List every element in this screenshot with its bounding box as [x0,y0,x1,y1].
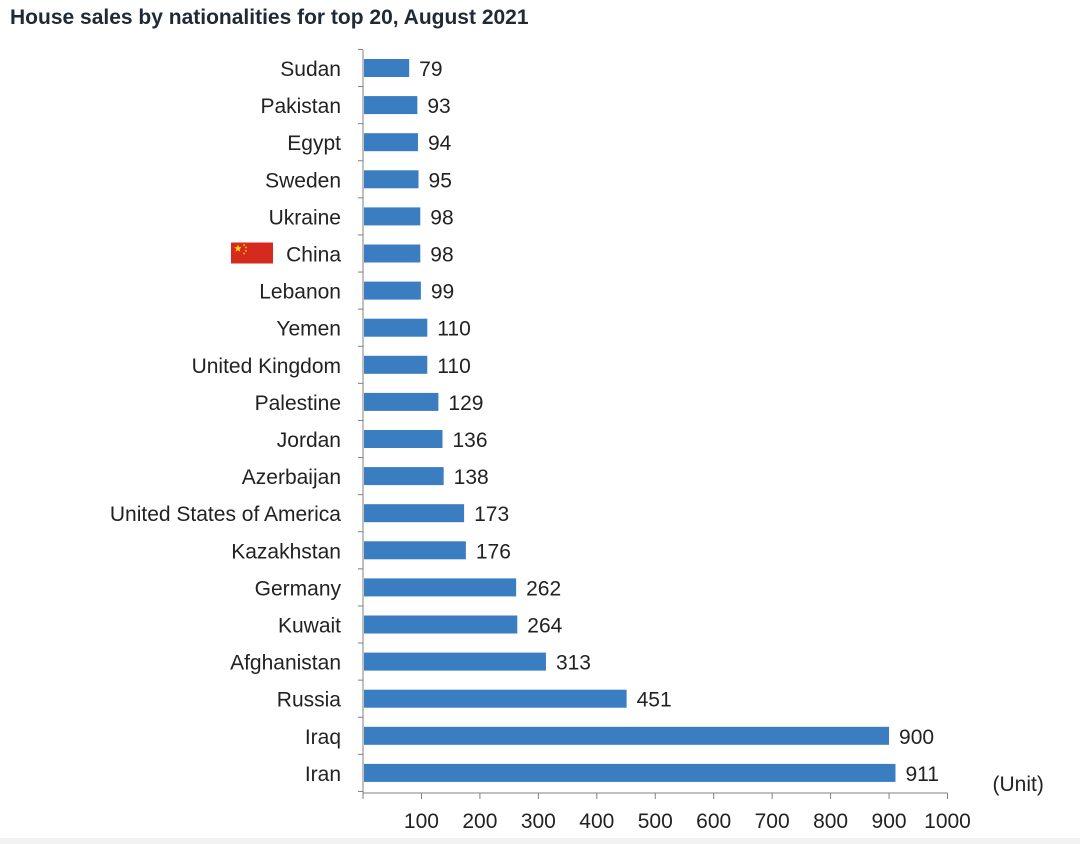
value-label-kuwait: 264 [527,615,562,638]
bar-egypt [364,133,418,152]
bar-iran [364,763,896,782]
x-tick-label-300: 300 [521,810,556,833]
category-label-iran: Iran [305,763,341,786]
value-label-germany: 262 [526,577,561,600]
labels-layer: Sudan 79 Pakistan 93 Egypt 94 Sweden 95 Ukraine 9… [110,58,939,786]
bars-layer [364,59,896,782]
category-label-palestine: Palestine [255,392,341,415]
bar-china [364,244,421,263]
bar-sudan [364,59,410,77]
category-label-united-kingdom: United Kingdom [192,355,341,378]
bar-united-states-of-america [364,504,465,523]
value-label-china: 98 [430,244,453,267]
unit-label: (Unit) [993,773,1044,796]
value-label-kazakhstan: 176 [476,540,511,563]
bar-ukraine [364,207,421,226]
bar-iraq [364,726,890,745]
bar-kuwait [364,615,518,634]
value-label-russia: 451 [637,689,672,712]
value-label-united-kingdom: 110 [437,355,470,378]
category-label-sweden: Sweden [265,169,341,192]
bar-palestine [364,392,439,411]
category-label-iraq: Iraq [305,726,341,749]
x-tick-label-800: 800 [813,810,848,833]
category-label-egypt: Egypt [287,132,341,155]
bar-russia [364,689,627,708]
value-label-sweden: 95 [429,169,452,192]
bar-yemen [364,318,428,337]
x-tick-label-100: 100 [404,810,439,833]
bar-afghanistan [364,652,546,671]
value-label-jordan: 136 [452,429,487,452]
category-label-russia: Russia [277,689,342,712]
value-label-pakistan: 93 [427,95,450,118]
bottom-strip [0,838,1080,844]
value-label-palestine: 129 [448,392,483,415]
category-label-pakistan: Pakistan [260,95,341,118]
bar-lebanon [364,281,421,300]
x-tick-label-600: 600 [696,810,731,833]
category-label-afghanistan: Afghanistan [230,652,341,675]
x-tick-label-200: 200 [462,810,497,833]
x-tick-label-500: 500 [638,810,673,833]
value-label-azerbaijan: 138 [454,466,489,489]
value-label-yemen: 110 [437,318,470,341]
category-label-ukraine: Ukraine [269,206,341,229]
bar-jordan [364,430,443,448]
category-label-azerbaijan: Azerbaijan [242,466,341,489]
bar-azerbaijan [364,467,444,486]
x-tick-label-400: 400 [579,810,614,833]
category-label-germany: Germany [255,577,342,600]
category-label-lebanon: Lebanon [259,281,341,304]
value-label-ukraine: 98 [430,206,453,229]
category-label-kazakhstan: Kazakhstan [231,540,341,563]
category-label-yemen: Yemen [276,318,341,341]
value-label-iraq: 900 [899,726,934,749]
category-label-sudan: Sudan [280,58,341,81]
value-label-united-states-of-america: 173 [474,503,509,526]
x-tick-label-1000: 1000 [924,810,971,833]
china-flag-icon [231,242,273,264]
category-label-united-states-of-america: United States of America [110,503,341,526]
value-label-sudan: 79 [419,58,442,81]
x-tick-label-700: 700 [755,810,790,833]
bar-kazakhstan [364,541,466,560]
value-label-lebanon: 99 [431,281,454,304]
axis-layer: 100 200 300 400 500 600 700 800 900 1000 (Unit) [358,48,1044,833]
value-label-egypt: 94 [428,132,452,155]
category-label-kuwait: Kuwait [278,615,341,638]
category-label-jordan: Jordan [277,429,341,452]
x-tick-label-900: 900 [872,810,907,833]
chart-title: House sales by nationalities for top 20,… [10,6,529,29]
value-label-afghanistan: 313 [556,652,591,675]
category-label-china: China [286,244,341,267]
value-label-iran: 911 [905,763,938,786]
bar-united-kingdom [364,355,428,374]
bar-pakistan [364,96,418,115]
bar-sweden [364,170,419,189]
bar-germany [364,578,517,597]
